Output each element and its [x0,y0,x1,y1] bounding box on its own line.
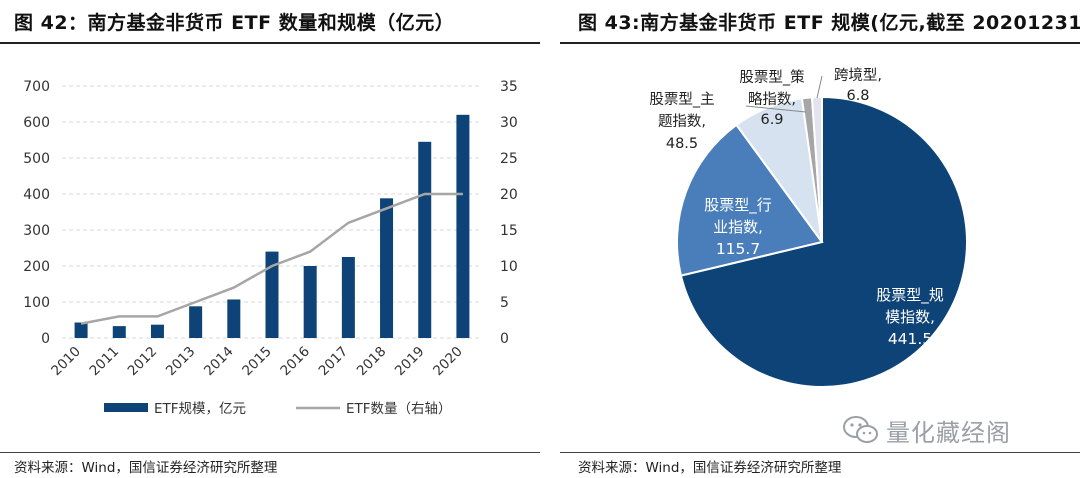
bar-2019 [418,141,432,338]
left-chart-title: 图 42：南方基金非货币 ETF 数量和规模（亿元） [14,12,455,34]
y-left-tick-label: 400 [23,187,50,203]
x-tick-label: 2011 [86,344,122,380]
legend-label-line: ETF数量（右轴） [346,401,452,417]
y-left-tick-label: 100 [23,295,50,311]
y-right-tick-label: 0 [500,331,509,347]
pie-label: 略指数, [748,91,796,108]
pie-slice-2 [676,123,824,277]
y-right-tick-label: 15 [500,223,518,239]
pie-value: 48.5 [666,136,698,152]
left-chart-panel: 图 42：南方基金非货币 ETF 数量和规模（亿元） 0 100 200 300 400… [0,12,540,476]
leader-line [816,75,823,99]
bar-2017 [341,257,355,338]
y-left-tick-label: 200 [23,259,50,275]
x-tick-label: 2020 [430,344,466,380]
y-left-tick-label: 600 [23,115,50,131]
x-tick-label: 2010 [48,344,84,380]
bar-2014 [227,299,241,338]
x-tick-label: 2012 [125,344,161,380]
x-tick-label: 2017 [316,344,352,380]
bar-2012 [150,324,164,338]
right-chart-title: 图 43:南方基金非货币 ETF 规模(亿元,截至 20201231） [578,12,1080,34]
pie-label: 股票型_主 [649,91,714,108]
y-right-tick-label: 5 [500,295,509,311]
pie-value: 441.5 [888,330,932,348]
bar-2011 [112,326,126,338]
right-source-note: 资料来源：Wind，国信证券经济研究所整理 [578,460,842,476]
y-left-tick-label: 300 [23,223,50,239]
y-left-tick-label: 0 [41,331,50,347]
right-source-rule [560,452,1080,453]
wechat-icon [843,416,878,443]
pie-label: 股票型_行 [704,196,772,215]
watermark-text: 量化藏经阁 [886,418,1011,447]
y-right-tick-label: 20 [500,187,518,203]
left-source-rule [0,452,540,453]
pie-label: 股票型_策 [739,69,805,86]
x-tick-label: 2019 [392,344,428,380]
right-title-rule [560,42,1080,44]
legend-swatch-bar [104,403,148,412]
y-right-tick-label: 35 [500,79,518,95]
pie-label: 模指数, [885,308,935,326]
y-left-tick-label: 700 [23,79,50,95]
left-title-rule [0,42,540,44]
pie-slice-1 [679,95,968,388]
x-tick-label: 2015 [239,344,275,380]
bar-2018 [380,198,394,338]
y-left-tick-label: 500 [23,151,50,167]
y-right-tick-label: 10 [500,259,518,275]
legend-label-bar: ETF规模，亿元 [154,401,246,417]
pie-value: 115.7 [716,240,760,258]
bar-2016 [303,266,317,338]
pie-value: 6.9 [760,112,783,128]
bar-2015 [265,251,279,338]
pie-label: 跨境型, [834,66,882,84]
watermark: 量化藏经阁 [842,412,1011,448]
pie-value: 6.8 [846,88,869,104]
x-tick-label: 2016 [277,344,313,380]
bar-2020 [456,114,470,338]
x-tick-label: 2014 [201,344,237,380]
pie-label: 股票型_规 [876,286,944,305]
bar-2010 [74,322,88,338]
right-chart-panel: 图 43:南方基金非货币 ETF 规模(亿元,截至 20201231） 股票型_… [560,0,1080,478]
pie-label: 题指数, [658,113,706,130]
leader-line [745,105,807,113]
bar-line-chart: 0 100 200 300 400 500 600 700 0 5 10 15 20 25 30 35 2010… [23,79,518,417]
y-right-tick-label: 30 [500,115,518,131]
y-right-tick-label: 25 [500,151,518,167]
left-source-note: 资料来源：Wind，国信证券经济研究所整理 [14,460,278,476]
pie-label: 业指数, [713,218,763,236]
x-tick-label: 2013 [163,344,199,380]
x-tick-label: 2018 [354,344,390,380]
bar-2013 [189,306,203,338]
